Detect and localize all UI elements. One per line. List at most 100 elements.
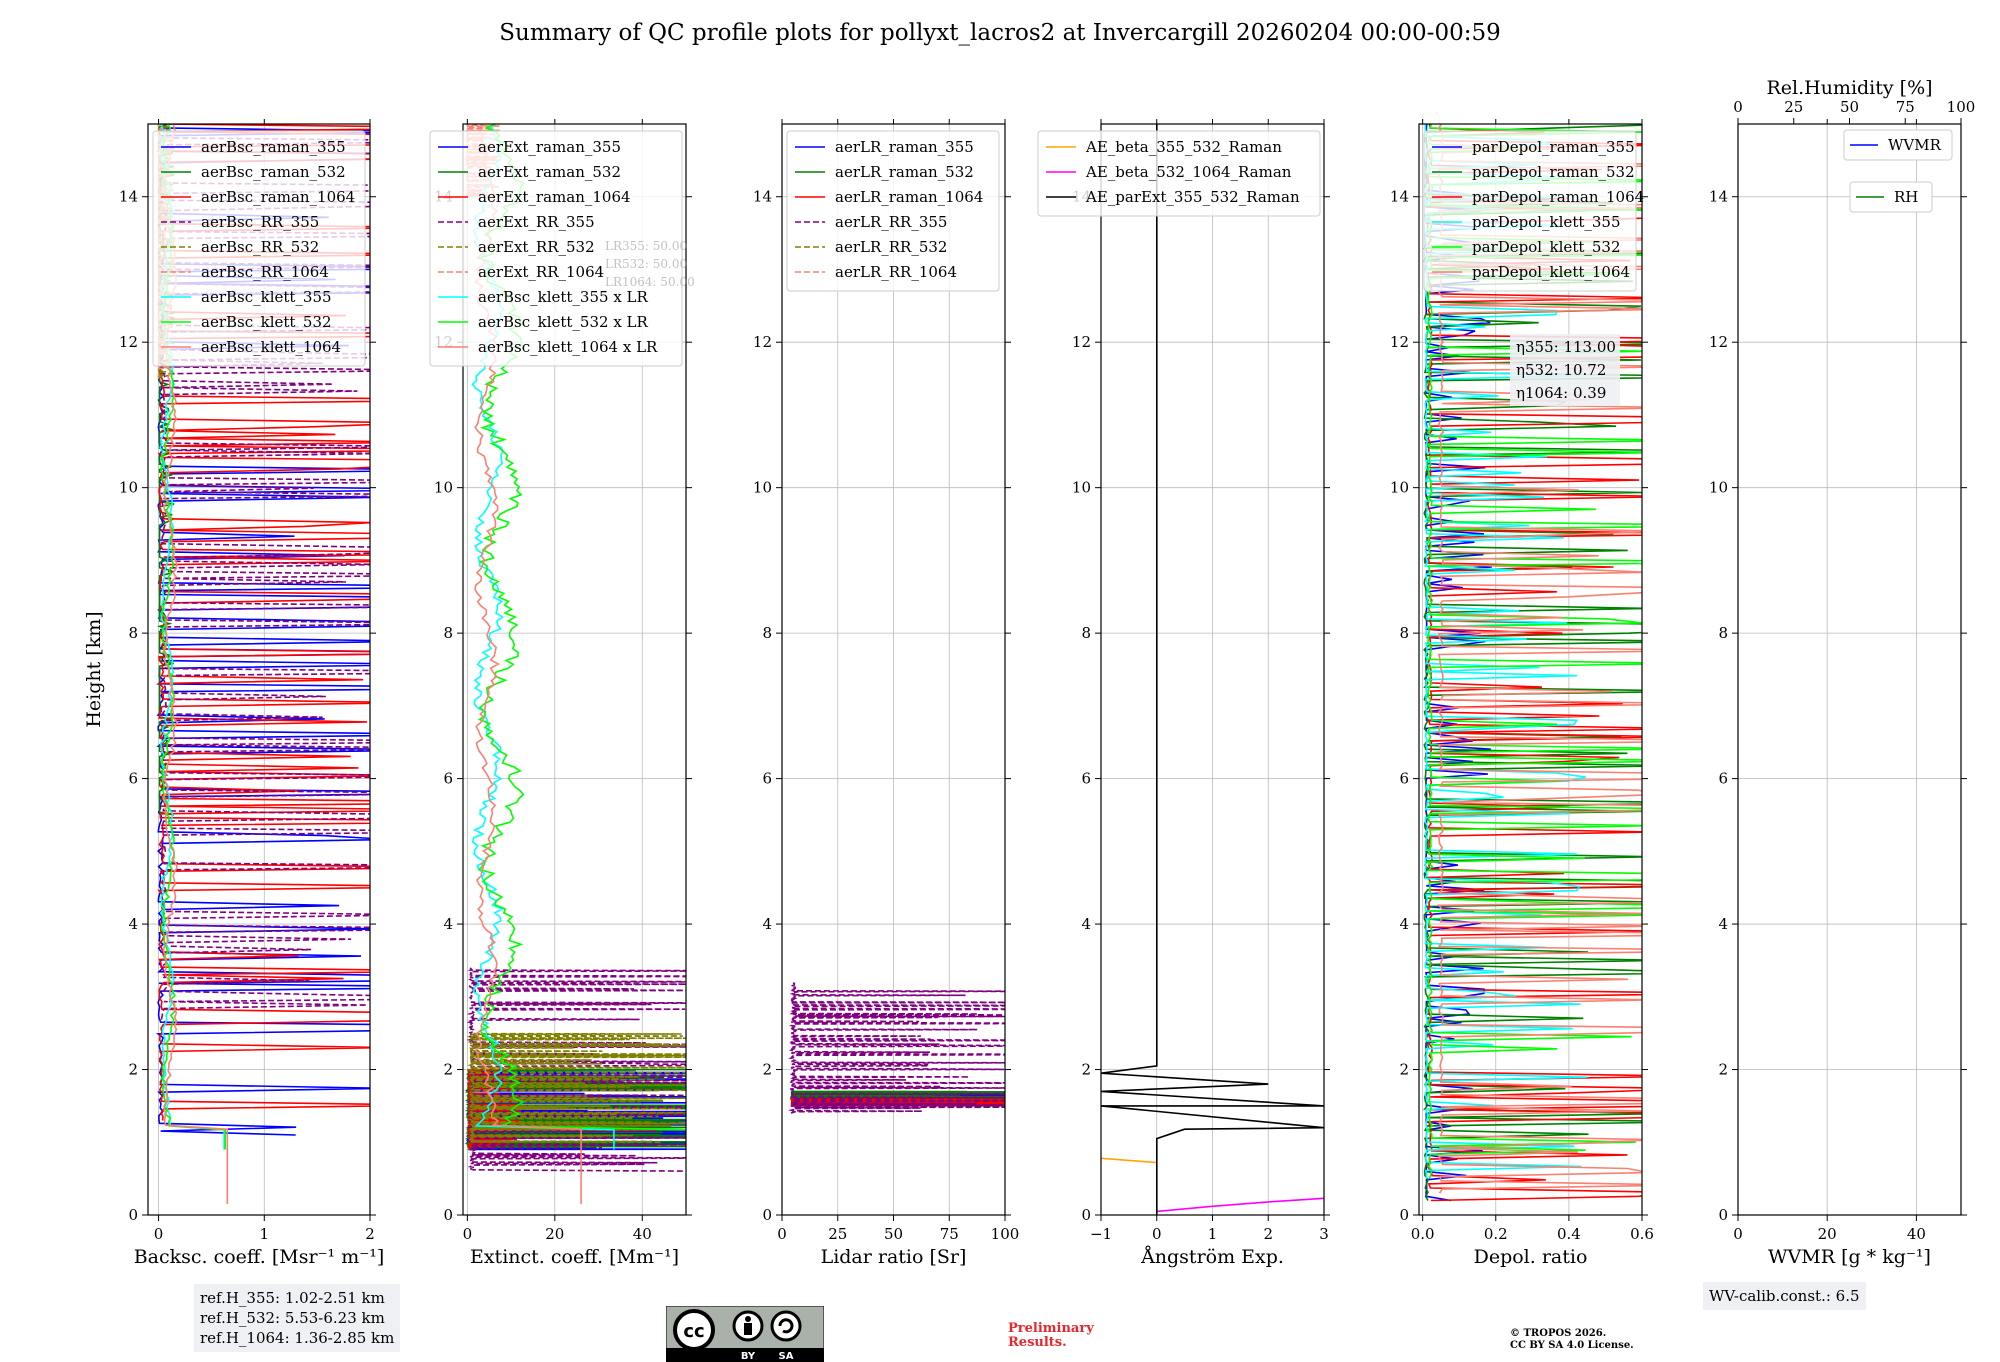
y-tick-label: 4 <box>1718 915 1728 933</box>
y-tick-label: 4 <box>1081 915 1091 933</box>
legend-label: RH <box>1894 188 1918 206</box>
top-tick-label: 100 <box>1947 98 1976 116</box>
top-axis-label: Rel.Humidity [%] <box>1766 77 1932 99</box>
x-tick-label: 1 <box>1208 1225 1218 1243</box>
y-tick-label: 4 <box>1399 915 1409 933</box>
y-tick-label: 0 <box>1718 1206 1728 1224</box>
series-line-AE_parExt_355_532_Raman <box>1101 124 1324 1215</box>
y-tick-label: 0 <box>762 1206 772 1224</box>
svg-text:SA: SA <box>779 1351 794 1362</box>
legend-frame <box>1037 130 1321 217</box>
x-tick-label: 1 <box>260 1225 270 1243</box>
cc-icon <box>673 1309 715 1351</box>
legend-label: AE_beta_532_1064_Raman <box>1085 163 1292 181</box>
legend-label: aerBsc_klett_355 <box>201 288 332 306</box>
legend-label: AE_parExt_355_532_Raman <box>1085 188 1300 206</box>
legend-label: aerExt_raman_532 <box>478 163 621 181</box>
y-tick-label: 0 <box>1081 1206 1091 1224</box>
legend-label: aerExt_RR_1064 <box>478 263 604 281</box>
legend-label: aerBsc_klett_1064 <box>201 338 341 356</box>
x-tick-label: 40 <box>1907 1225 1926 1243</box>
legend: aerBsc_raman_355 aerBsc_raman_532 aerBsc_r… <box>152 130 366 367</box>
series-group <box>1422 124 1642 1202</box>
x-tick-label: 0 <box>777 1225 787 1243</box>
legend-frame <box>1423 130 1637 292</box>
series-line-aerLR_RR_355 <box>788 981 1005 1114</box>
legend-label: parDepol_raman_532 <box>1472 163 1635 181</box>
copyright-note: © TROPOS 2026. CC BY SA 4.0 License. <box>1510 1328 1634 1351</box>
y-tick-label: 12 <box>1072 333 1091 351</box>
x-tick-label: −1 <box>1090 1225 1112 1243</box>
y-tick-label: 12 <box>1390 333 1409 351</box>
y-tick-label: 10 <box>1072 479 1091 497</box>
legend-label: aerLR_raman_532 <box>835 163 974 181</box>
y-tick-label: 14 <box>1390 188 1409 206</box>
series-group <box>464 124 686 1205</box>
legend-label: aerLR_raman_1064 <box>835 188 983 206</box>
y-tick-label: 2 <box>443 1061 453 1079</box>
legend-label: aerBsc_klett_355 x LR <box>478 288 649 306</box>
y-tick-label: 2 <box>128 1061 138 1079</box>
x-axis-label: Lidar ratio [Sr] <box>821 1246 967 1268</box>
lr-note: LR355: 50.00 <box>605 239 687 253</box>
x-axis-label: Backsc. coeff. [Msr⁻¹ m⁻¹] <box>134 1246 385 1268</box>
y-tick-label: 6 <box>128 770 138 788</box>
y-tick-label: 2 <box>762 1061 772 1079</box>
x-tick-label: 3 <box>1319 1225 1329 1243</box>
series-line-parDepol_klett_532 <box>1425 124 1642 1179</box>
cc-license-badge: cc BY SA <box>666 1306 824 1362</box>
ref-height-355: ref.H_355: 1.02-2.51 km <box>200 1289 385 1307</box>
legend: aerExt_raman_355 aerExt_raman_532 aerExt_r… <box>429 130 683 367</box>
x-tick-label: 0 <box>1733 1225 1743 1243</box>
legend-frame <box>1849 181 1933 213</box>
legend: aerLR_raman_355 aerLR_raman_532 aerLR_rama… <box>786 130 1000 292</box>
x-tick-label: 0.4 <box>1557 1225 1581 1243</box>
y-tick-label: 10 <box>753 479 772 497</box>
legend-label: aerBsc_raman_1064 <box>201 188 355 206</box>
x-tick-label: 0 <box>154 1225 164 1243</box>
y-axis-label: Height [km] <box>83 611 105 727</box>
legend-label: WVMR <box>1888 136 1942 154</box>
legend-label: aerBsc_raman_532 <box>201 163 346 181</box>
axes-frame <box>1737 123 1962 1216</box>
figure-title: Summary of QC profile plots for pollyxt_… <box>499 20 1501 46</box>
panel-depol: 0.0 0.2 0.4 0.6 0 2 4 6 8 10 12 14 Depol. ratio parDe… <box>1390 119 1654 1268</box>
x-tick-label: 40 <box>633 1225 652 1243</box>
legend-label: aerBsc_RR_355 <box>201 213 319 231</box>
y-tick-label: 8 <box>1081 624 1091 642</box>
y-tick-label: 6 <box>1718 770 1728 788</box>
top-tick-label: 50 <box>1840 98 1859 116</box>
y-tick-label: 6 <box>762 770 772 788</box>
legend-label: aerExt_raman_355 <box>478 138 621 156</box>
svg-text:BY: BY <box>741 1351 756 1362</box>
y-tick-label: 14 <box>119 188 138 206</box>
legend-label: aerBsc_klett_532 x LR <box>478 313 649 331</box>
legend-frame <box>1843 129 1953 161</box>
y-tick-label: 12 <box>119 333 138 351</box>
legend-label: aerBsc_klett_1064 x LR <box>478 338 658 356</box>
x-axis-label: Ångström Exp. <box>1140 1246 1284 1268</box>
y-tick-label: 0 <box>443 1206 453 1224</box>
share-alike-icon <box>770 1310 802 1342</box>
ref-height-1064: ref.H_1064: 1.36-2.85 km <box>200 1329 395 1347</box>
y-tick-label: 8 <box>1718 624 1728 642</box>
eta-box <box>1510 334 1620 406</box>
legend: AE_beta_355_532_Raman AE_beta_532_1064_Ra… <box>1037 130 1321 217</box>
panel-wv: 0 20 40 0 2 4 6 8 10 12 14 WVMR [g * kg⁻¹] 0 25 50 75 10… <box>1709 77 1975 1268</box>
y-tick-label: 14 <box>1709 188 1728 206</box>
legend-label: parDepol_klett_532 <box>1472 238 1621 256</box>
x-tick-label: 25 <box>828 1225 847 1243</box>
eta-value: η355: 113.00 <box>1516 338 1616 356</box>
x-tick-label: 75 <box>940 1225 959 1243</box>
series-line-AE_beta_355_532_Raman <box>1101 1157 1157 1164</box>
top-tick-label: 0 <box>1733 98 1743 116</box>
y-tick-label: 0 <box>1399 1206 1409 1224</box>
ref-height-532: ref.H_532: 5.53-6.23 km <box>200 1309 385 1327</box>
y-tick-label: 12 <box>753 333 772 351</box>
lr-note: LR532: 50.00 <box>605 257 687 271</box>
series-group <box>788 981 1005 1114</box>
x-tick-label: 0 <box>1152 1225 1162 1243</box>
y-tick-label: 0 <box>128 1206 138 1224</box>
y-tick-label: 4 <box>762 915 772 933</box>
legend-label: aerExt_raman_1064 <box>478 188 631 206</box>
